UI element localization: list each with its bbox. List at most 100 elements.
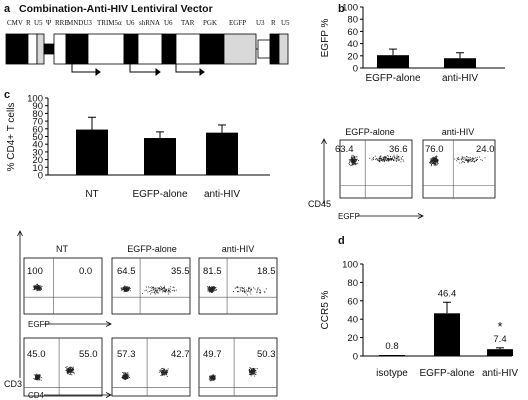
flow-event-dot: [121, 288, 123, 290]
flow-event-dot: [163, 291, 165, 292]
flow-event-dot: [122, 376, 124, 378]
flow-event-dot: [382, 158, 384, 159]
flow-event-dot: [166, 375, 168, 377]
flow-event-dot: [432, 162, 434, 164]
flow-event-dot: [462, 156, 464, 158]
flow-event-dot: [162, 372, 164, 374]
flow-event-dot: [434, 161, 436, 163]
flow-event-dot: [38, 285, 40, 287]
flow-event-dot: [40, 287, 41, 289]
flow-event-dot: [244, 290, 246, 292]
flow-event-dot: [243, 291, 245, 293]
flow-event-dot: [434, 160, 436, 162]
flow-event-dot: [476, 156, 478, 158]
flow-event-dot: [250, 367, 251, 369]
promoter-arrowhead-u6a: [155, 68, 161, 76]
flow-b-title-2: anti-HIV: [442, 127, 475, 137]
flow-event-dot: [124, 291, 126, 292]
flow-event-dot: [382, 158, 384, 160]
flow-event-dot: [354, 162, 356, 164]
flow-b-y-arrowhead: [321, 138, 327, 145]
flow-event-dot: [467, 161, 469, 163]
flow-event-dot: [384, 157, 386, 159]
flow-event-dot: [210, 380, 212, 382]
flow-event-dot: [354, 158, 356, 160]
flow-event-dot: [125, 378, 127, 380]
flow-event-dot: [212, 287, 214, 289]
flow-event-dot: [33, 378, 35, 379]
flow-event-dot: [71, 368, 73, 370]
flow-event-dot: [213, 376, 215, 378]
flow-event-dot: [379, 158, 380, 160]
flow-event-dot: [128, 287, 130, 289]
flow-event-dot: [233, 291, 234, 292]
chart-d-value-label: 0.8: [385, 341, 398, 352]
flow-event-dot: [209, 379, 211, 381]
flow-event-dot: [69, 366, 71, 368]
flow-event-dot: [249, 370, 250, 372]
flow-event-dot: [470, 157, 471, 159]
flow-event-dot: [435, 164, 437, 166]
flow-event-dot: [164, 288, 166, 290]
flow-event-dot: [394, 157, 396, 159]
flow-event-dot: [173, 289, 175, 291]
label-rre: RRE: [55, 19, 69, 27]
flow-event-dot: [154, 291, 156, 293]
flow-event-dot: [377, 158, 379, 160]
flow-event-dot: [356, 163, 358, 165]
flow-event-dot: [157, 292, 159, 294]
flow-event-dot: [207, 286, 209, 287]
flow-event-dot: [464, 157, 466, 159]
flow-event-dot: [153, 287, 154, 288]
flow-ct3-ul: 81.5: [203, 266, 222, 277]
flow-event-dot: [211, 290, 213, 292]
flow-event-dot: [36, 288, 37, 290]
flow-event-dot: [154, 287, 156, 289]
flow-plot-c-top-nt: [23, 257, 103, 315]
flow-event-dot: [210, 375, 212, 377]
flow-event-dot: [165, 374, 167, 376]
flow-event-dot: [484, 157, 486, 159]
flow-event-dot: [476, 158, 478, 160]
flow-event-dot: [257, 289, 258, 291]
flow-event-dot: [213, 376, 214, 378]
flow-event-dot: [431, 159, 432, 161]
flow-event-dot: [66, 367, 68, 369]
flow-event-dot: [371, 159, 373, 161]
flow-event-dot: [433, 160, 434, 162]
flow-event-dot: [71, 369, 73, 371]
flow-event-dot: [69, 371, 70, 373]
flow-event-dot: [67, 369, 68, 371]
flow-event-dot: [39, 285, 41, 287]
flow-event-dot: [431, 163, 432, 165]
flow-event-dot: [436, 159, 438, 161]
flow-event-dot: [124, 285, 126, 287]
flow-event-dot: [396, 161, 398, 162]
flow-event-dot: [153, 288, 154, 290]
flow-event-dot: [163, 288, 165, 290]
flow-event-dot: [354, 163, 356, 165]
flow-event-dot: [437, 163, 439, 164]
flow-event-dot: [35, 286, 37, 288]
flow-event-dot: [249, 371, 251, 373]
flow-event-dot: [352, 155, 354, 157]
flow-event-dot: [36, 378, 38, 379]
flow-event-dot: [239, 288, 241, 290]
flow-event-dot: [164, 291, 166, 293]
flow-event-dot: [357, 162, 359, 164]
flow-event-dot: [386, 158, 388, 159]
flow-event-dot: [212, 289, 214, 291]
flow-event-dot: [127, 290, 128, 292]
flow-event-dot: [247, 289, 249, 291]
flow-event-dot: [376, 158, 377, 160]
flow-event-dot: [257, 287, 259, 289]
flow-event-dot: [433, 158, 435, 160]
flow-event-dot: [165, 289, 167, 290]
flow-event-dot: [32, 285, 34, 287]
flow-event-dot: [213, 286, 215, 288]
flow-event-dot: [210, 287, 211, 289]
flow-event-dot: [34, 288, 36, 290]
flow-event-dot: [211, 376, 213, 378]
flow-event-dot: [212, 290, 214, 292]
